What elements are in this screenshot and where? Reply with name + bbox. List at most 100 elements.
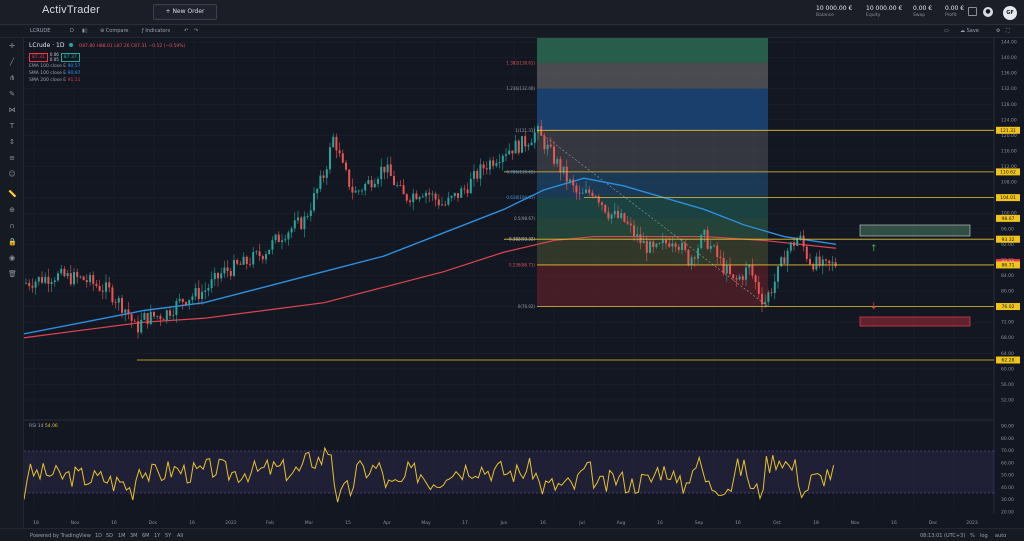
time-axis[interactable]: 18 Nov 16 Dec 16 2022 Feb Mar 15 Apr May 17 Jun 16 Jul…: [33, 520, 978, 526]
range-6m[interactable]: 6M: [142, 533, 150, 539]
user-avatar[interactable]: GF: [1003, 6, 1017, 20]
redo-icon[interactable]: ↷: [194, 28, 199, 34]
symbol-search[interactable]: LCRUDE: [30, 28, 51, 34]
candle-body: [821, 259, 824, 266]
ask-box[interactable]: 87.37: [60, 52, 80, 62]
candle-body: [418, 197, 421, 200]
candle-body: [588, 189, 591, 193]
candle-type-icon[interactable]: ▮▯: [82, 28, 88, 34]
target-zone-up[interactable]: [859, 224, 971, 237]
icons-icon[interactable]: ☺: [8, 170, 16, 178]
equity-stat: 10 000.00 € Equity: [866, 5, 902, 18]
price-tick: 80.00: [1001, 289, 1014, 295]
candle-body: [793, 242, 795, 246]
percent-toggle[interactable]: %: [970, 533, 975, 539]
log-toggle[interactable]: log: [980, 533, 988, 539]
candle-body: [562, 166, 565, 173]
range-5y[interactable]: 5Y: [165, 533, 172, 539]
trendline-icon[interactable]: ╱: [9, 58, 15, 66]
range-1y[interactable]: 1Y: [154, 533, 161, 539]
candle-body: [89, 275, 91, 283]
range-3m[interactable]: 3M: [130, 533, 138, 539]
candle-body: [204, 290, 207, 292]
range-1m[interactable]: 1M: [118, 533, 126, 539]
candle-body: [271, 240, 274, 250]
pitchfork-icon[interactable]: ⋔: [9, 74, 15, 82]
ruler-icon[interactable]: 📏: [8, 190, 17, 198]
horizontal-levels[interactable]: [137, 129, 994, 361]
magnet-icon[interactable]: ∩: [9, 222, 15, 230]
undo-icon[interactable]: ↶: [184, 28, 189, 34]
candle-body: [434, 193, 437, 200]
candle-body: [572, 179, 575, 186]
candle-body: [530, 142, 533, 146]
price-chart[interactable]: ↑ ↓ 1.382(138.61) 1.236(132.00) 1(121.31) 0…: [24, 38, 1024, 528]
indicator-ema100[interactable]: EMA 100 close E 90.57: [29, 64, 185, 69]
text-icon[interactable]: T: [9, 122, 15, 130]
crosshair-icon[interactable]: ✛: [9, 42, 15, 50]
rsi-axis: 90.00 80.00 70.00 60.00 50.00 40.00 30.00 20.00: [1001, 424, 1014, 516]
candle-body: [380, 166, 383, 180]
eye-icon[interactable]: ◉: [8, 254, 16, 262]
candle-body: [703, 229, 706, 236]
range-1d[interactable]: 1D: [95, 533, 103, 539]
candle-body: [300, 217, 303, 230]
candle-body: [767, 292, 770, 302]
range-all[interactable]: All: [177, 533, 184, 539]
candle-body: [287, 232, 290, 240]
candle-body: [565, 166, 568, 182]
indicator-sma100[interactable]: SMA 100 close E 90.97: [29, 71, 185, 76]
target-zone-down[interactable]: [859, 316, 971, 327]
candle-body: [73, 272, 75, 285]
pattern-icon[interactable]: ⋈: [8, 106, 16, 114]
candle-body: [780, 257, 783, 267]
fib-retracement[interactable]: [536, 38, 769, 307]
range-5d[interactable]: 5D: [106, 533, 114, 539]
rsi-label: RSI 14: [29, 424, 44, 429]
equity-value: 10 000.00 €: [866, 5, 903, 12]
compare-button[interactable]: ⊕ Compare: [100, 28, 129, 34]
candle-body: [41, 276, 43, 283]
candle-body: [66, 272, 69, 277]
candle-body: [546, 144, 549, 150]
zoom-icon[interactable]: ⊕: [9, 206, 15, 214]
price-tag-text: 76.02: [1002, 304, 1015, 310]
profit-value: 0.00 €: [945, 5, 965, 12]
lock-icon[interactable]: 🔒: [8, 238, 17, 246]
candle-body: [469, 178, 472, 194]
swap-stat: 0.00 € Swap: [913, 5, 932, 18]
save-button[interactable]: ☁ Save: [960, 28, 979, 34]
measure-icon[interactable]: ↕: [9, 138, 15, 146]
bid-box[interactable]: 87.31: [29, 52, 48, 62]
price-tick: 144.00: [1001, 40, 1017, 46]
swap-label: Swap: [913, 13, 926, 18]
candle-body: [745, 267, 747, 280]
candle-body: [258, 251, 261, 256]
rsi-tick: 70.00: [1001, 448, 1014, 454]
candle-body: [114, 302, 117, 303]
price-tag: [996, 261, 1020, 269]
indicator-sma200[interactable]: SMA 200 close E 91.11: [29, 78, 185, 83]
time-tick: 16: [657, 520, 663, 526]
candle-body: [117, 297, 120, 303]
notification-icon[interactable]: ●: [983, 7, 993, 17]
rsi-legend[interactable]: RSI 14 54.06: [29, 424, 58, 429]
brush-icon[interactable]: ✎: [9, 90, 15, 98]
fib-band: [537, 88, 768, 131]
indicators-button[interactable]: ƒ Indicators: [142, 28, 171, 34]
layout-icon[interactable]: ▭: [944, 28, 949, 34]
trash-icon[interactable]: 🗑: [8, 270, 17, 278]
wallet-icon[interactable]: [968, 7, 977, 16]
new-order-button[interactable]: + New Order: [153, 4, 217, 20]
candle-body: [297, 217, 299, 221]
time-tick: Apr: [383, 520, 391, 526]
sma-line: [24, 235, 837, 339]
fullscreen-icon[interactable]: ⛶: [1006, 28, 1010, 34]
fib-band: [537, 264, 768, 307]
settings-icon[interactable]: ⚙: [996, 28, 1001, 34]
fib-icon[interactable]: ≡: [9, 154, 15, 162]
candle-body: [674, 243, 677, 247]
time-tick: Oct: [773, 520, 781, 526]
auto-toggle[interactable]: auto: [995, 533, 1007, 539]
interval-selector[interactable]: D: [70, 28, 74, 34]
